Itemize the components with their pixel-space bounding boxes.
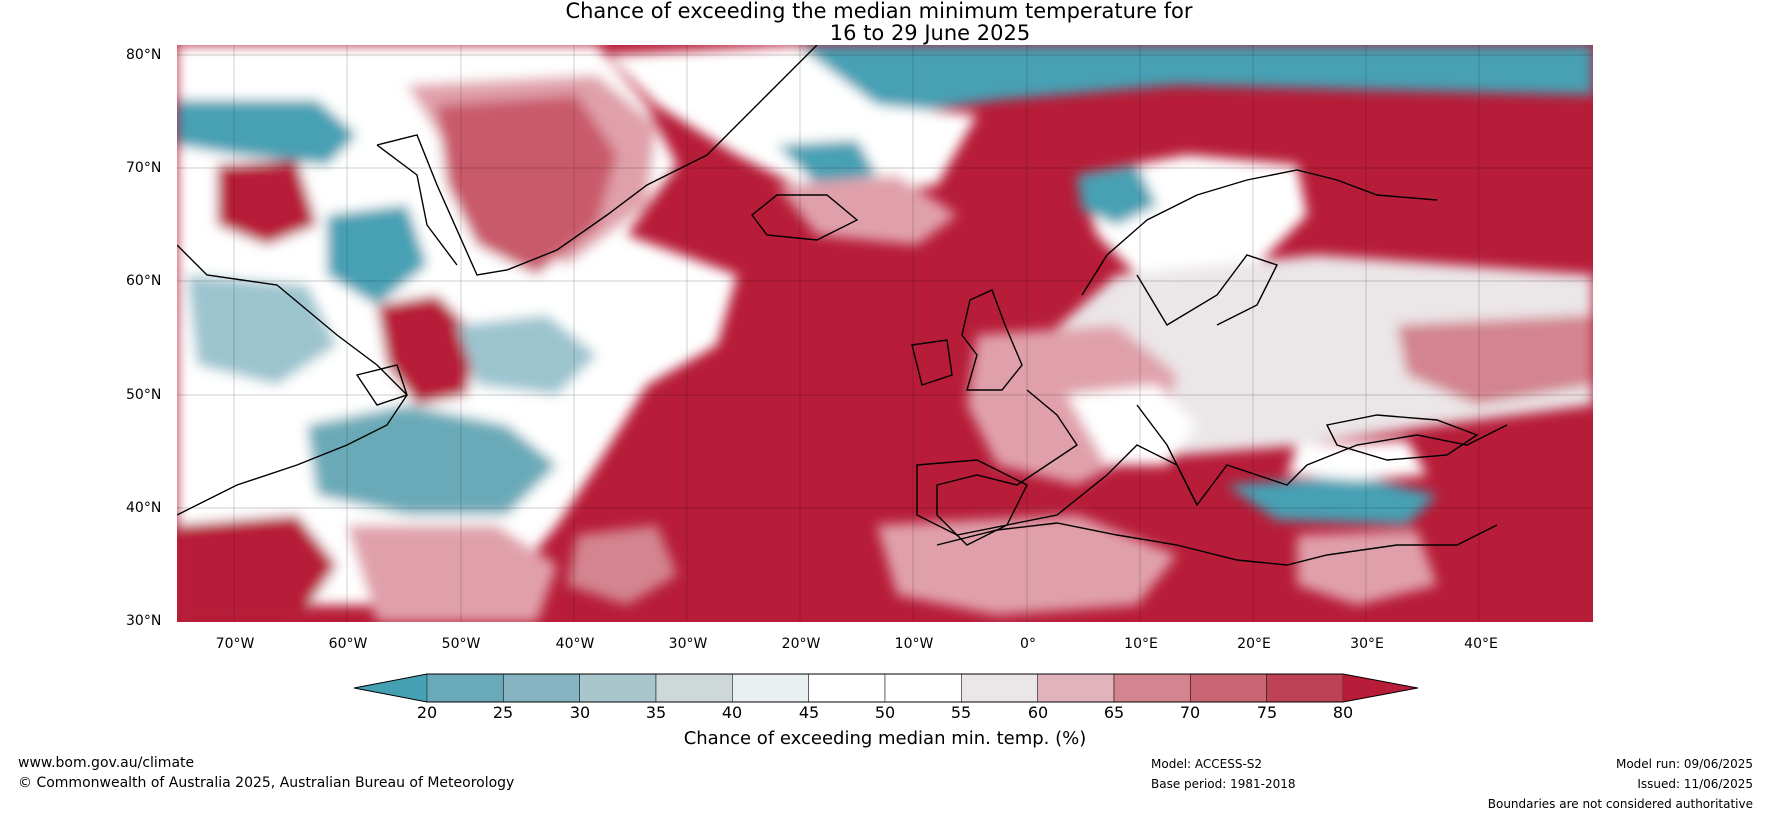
canada-red-patch-region [217, 160, 317, 245]
north-africa-pink-region [877, 515, 1177, 615]
copyright-text: © Commonwealth of Australia 2025, Austra… [18, 775, 515, 791]
colorbar-cell [579, 673, 657, 703]
sw-atlantic-pink-region [347, 525, 557, 622]
colorbar-cell [426, 673, 504, 703]
map-title-line-1: Chance of exceeding the median minimum t… [565, 0, 1193, 23]
colorbar-extend-low [354, 674, 427, 702]
base-period-text: Base period: 1981-2018 [1151, 777, 1296, 791]
colorbar-tick-30: 30 [569, 703, 591, 722]
colorbar-cell [884, 673, 962, 703]
mediterranean-blue-region [1227, 475, 1437, 525]
europe-coast [936, 389, 1508, 546]
greenland-west-coast [376, 144, 458, 266]
newfoundland-coast [355, 364, 408, 406]
sw-atlantic-red-region [177, 515, 337, 622]
colorbar-tick-25: 25 [492, 703, 514, 722]
colorbar-tick-35: 35 [645, 703, 667, 722]
lon-label-50w: 50°W [441, 636, 481, 652]
lon-label-30e: 30°E [1350, 636, 1384, 652]
colorbar-tick-80: 80 [1332, 703, 1354, 722]
scandinavia-blue-region [1077, 165, 1157, 225]
lon-label-0: 0° [1020, 636, 1036, 652]
colorbar-extend-high [1343, 674, 1418, 702]
lon-label-40w: 40°W [555, 636, 595, 652]
lon-label-20w: 20°W [781, 636, 821, 652]
balkans-white-region [1067, 385, 1197, 465]
newfoundland-red-region [377, 295, 477, 405]
east-europe-pink-region [1397, 315, 1593, 405]
mediterranean-white-region [1287, 440, 1427, 480]
north-africa-pink-patch [1297, 530, 1437, 605]
italy-coast [1136, 404, 1198, 506]
colorbar-cell [1037, 673, 1115, 703]
colorbar-cell [1266, 673, 1344, 703]
lat-label-70n: 70°N [126, 160, 162, 176]
colorbar-tick-50: 50 [874, 703, 896, 722]
colorbar-tick-75: 75 [1256, 703, 1278, 722]
norway-coast [1081, 169, 1438, 296]
colorbar-cell [732, 673, 809, 703]
lon-label-10w: 10°W [894, 636, 934, 652]
model-text: Model: ACCESS-S2 [1151, 757, 1263, 771]
colorbar-label: Chance of exceeding median min. temp. (%… [683, 728, 1087, 749]
model-run-text: Model run: 09/06/2025 [1615, 757, 1753, 771]
colorbar [354, 673, 1418, 703]
coastlines [177, 45, 1508, 566]
colorbar-cell [808, 673, 886, 703]
north-africa-coast [936, 522, 1498, 566]
colorbar-cell [655, 673, 733, 703]
colorbar-tick-55: 55 [950, 703, 972, 722]
canada-blue-region [187, 275, 337, 385]
britain-coast [961, 289, 1023, 391]
lon-label-10e: 10°E [1124, 636, 1158, 652]
colorbar-tick-20: 20 [416, 703, 438, 722]
colorbar-tick-60: 60 [1027, 703, 1049, 722]
map-title-line-2: 16 to 29 June 2025 [829, 21, 1031, 45]
map-canvas [177, 45, 1593, 622]
colorbar-cell [1113, 673, 1191, 703]
colorbar-tick-70: 70 [1179, 703, 1201, 722]
ireland-coast [911, 339, 953, 386]
colorbar-outline [354, 673, 1418, 703]
greenland-coast [376, 45, 818, 276]
colorbar-tick-40: 40 [721, 703, 743, 722]
lon-label-40e: 40°E [1464, 636, 1498, 652]
mid-atlantic-blue-region [457, 315, 597, 395]
colorbar-tick-45: 45 [798, 703, 820, 722]
lon-label-30w: 30°W [668, 636, 708, 652]
arctic-blue-region [797, 45, 1593, 115]
lon-label-20e: 20°E [1237, 636, 1271, 652]
hudson-blue-region [177, 100, 357, 165]
colorbar-cell [503, 673, 580, 703]
baltic-coast [1136, 254, 1278, 326]
nw-atlantic-blue-region [307, 405, 557, 515]
colorbar-tick-65: 65 [1103, 703, 1125, 722]
website-text: www.bom.gov.au/climate [18, 755, 195, 771]
lon-label-70w: 70°W [215, 636, 255, 652]
lat-label-40n: 40°N [126, 500, 162, 516]
colorbar-cell [1190, 673, 1267, 703]
lat-label-30n: 30°N [126, 613, 162, 629]
probability-map [177, 45, 1593, 622]
azores-pink-patch [567, 525, 677, 605]
labrador-sea-blue-region [327, 205, 427, 305]
issued-text: Issued: 11/06/2025 [1637, 777, 1753, 791]
black-sea-coast [1325, 414, 1479, 461]
iceland-coast [751, 194, 859, 241]
lat-label-80n: 80°N [126, 47, 162, 63]
lon-label-60w: 60°W [328, 636, 368, 652]
lat-label-60n: 60°N [126, 273, 162, 289]
labrador-red-region [437, 95, 617, 275]
spain-coast [916, 459, 1028, 536]
colorbar-cell [961, 673, 1038, 703]
lat-label-50n: 50°N [126, 387, 162, 403]
arctic-white-band [607, 45, 977, 195]
arctic-blue-patch [777, 140, 877, 185]
graticule [177, 45, 1593, 622]
disclaimer-text: Boundaries are not considered authoritat… [1487, 797, 1753, 811]
greenland-sea-pink-region [777, 175, 957, 245]
